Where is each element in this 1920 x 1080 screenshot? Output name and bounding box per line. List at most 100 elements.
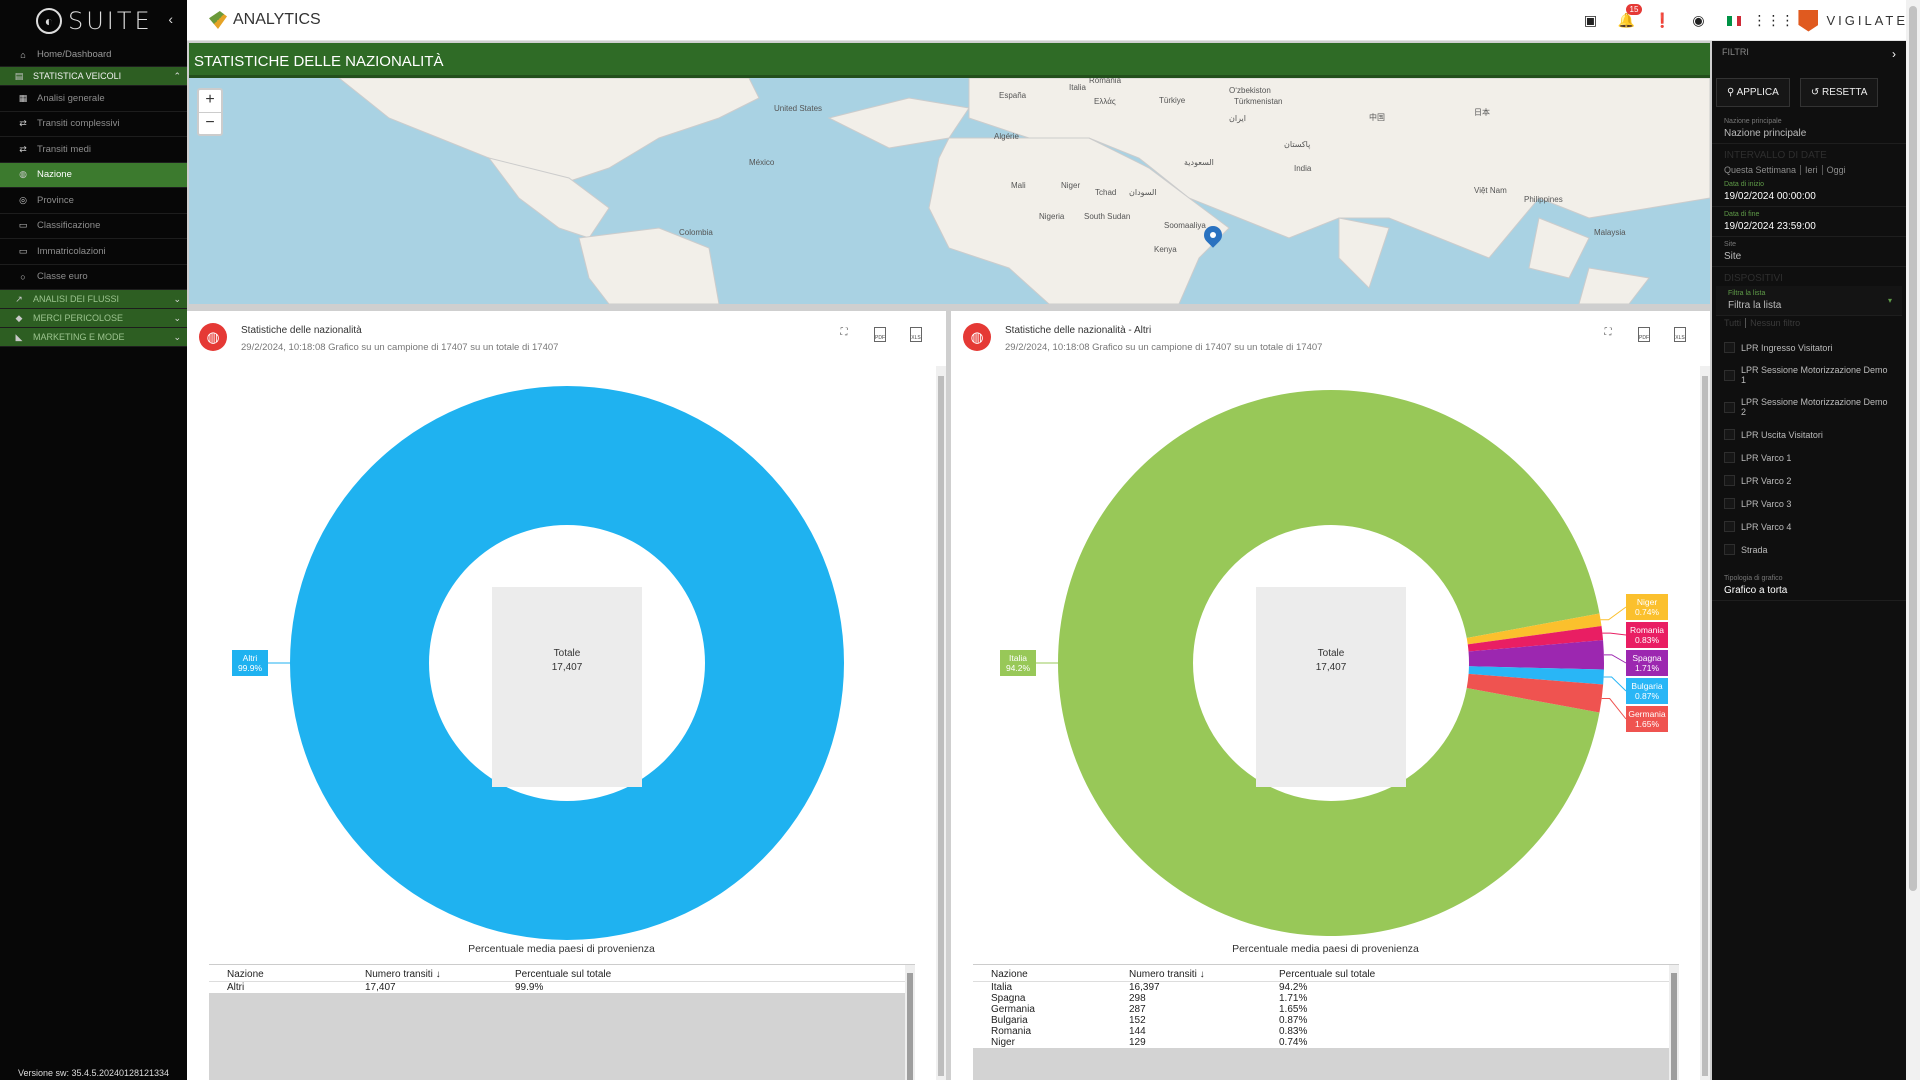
version-label: Versione sw: 35.4.5.20240128121334 xyxy=(17,1068,170,1078)
checkbox-icon[interactable] xyxy=(1724,521,1735,532)
column-header-numero[interactable]: Numero transiti ↓ xyxy=(365,969,515,980)
export-pdf-icon[interactable]: PDF xyxy=(862,327,898,342)
panel-scrollbar[interactable] xyxy=(936,366,946,1080)
quick-date-link[interactable]: Oggi xyxy=(1821,165,1846,175)
checkbox-icon[interactable] xyxy=(1724,342,1735,353)
export-pdf-icon[interactable]: PDF xyxy=(1626,327,1662,342)
zoom-in-button[interactable]: + xyxy=(205,91,215,108)
checkbox-icon[interactable] xyxy=(1724,498,1735,509)
chart-caption: Percentuale media paesi di provenienza xyxy=(1232,943,1419,955)
device-checkbox[interactable]: LPR Ingresso Visitatori xyxy=(1712,336,1906,359)
reset-button[interactable]: ↺ RESETTA xyxy=(1799,78,1879,107)
device-label: LPR Varco 2 xyxy=(1741,475,1792,486)
zoom-out-button[interactable]: − xyxy=(199,112,221,134)
checkbox-icon[interactable] xyxy=(1724,475,1735,486)
sidebar-item-nazione[interactable]: ◍ Nazione xyxy=(0,162,187,188)
select-all-link[interactable]: Tutti xyxy=(1724,318,1742,328)
apply-button[interactable]: ⚲ APPLICA xyxy=(1716,78,1790,107)
table-row[interactable]: Niger 129 0.74% xyxy=(973,1037,1679,1048)
chart-type-field[interactable]: Tipologia di grafico Grafico a torta xyxy=(1712,571,1906,601)
table-cell-nazione: Niger xyxy=(991,1037,1015,1048)
sidebar-item-immatricolazioni[interactable]: ▭ Immatricolazioni xyxy=(0,239,187,265)
alert-icon[interactable]: ❗ xyxy=(1653,12,1672,28)
donut-slice-spagna[interactable] xyxy=(1468,640,1604,670)
donut-slice-bulgaria[interactable] xyxy=(1468,666,1604,685)
page-scrollbar[interactable] xyxy=(1906,0,1920,1080)
device-checkbox[interactable]: LPR Varco 3 xyxy=(1712,492,1906,515)
checkbox-icon[interactable] xyxy=(1724,369,1735,381)
apply-label: APPLICA xyxy=(1736,87,1779,98)
app-title: ANALYTICS xyxy=(209,11,321,29)
column-header-percentuale[interactable]: Percentuale sul totale xyxy=(515,969,612,980)
export-xlsx-icon[interactable]: XLS xyxy=(1662,327,1698,342)
table-scrollbar[interactable] xyxy=(905,965,915,1080)
column-header-numero[interactable]: Numero transiti ↓ xyxy=(1129,969,1279,980)
clear-filter-link[interactable]: Nessun filtro xyxy=(1745,318,1800,328)
sidebar-section-merci[interactable]: ◆ MERCI PERICOLOSE ⌄ xyxy=(0,309,187,328)
briefcase-icon[interactable]: ▣ xyxy=(1583,12,1598,28)
apps-grid-icon[interactable]: ⋮⋮⋮ xyxy=(1752,12,1795,28)
donut-slice-niger[interactable] xyxy=(1466,613,1602,645)
collapse-sidebar-icon[interactable]: ‹ xyxy=(168,11,173,27)
start-date-field[interactable]: Data di inizio 19/02/2024 00:00:00 xyxy=(1712,177,1906,207)
device-checkbox[interactable]: LPR Varco 4 xyxy=(1712,515,1906,538)
column-header-nazione[interactable]: Nazione xyxy=(227,969,264,980)
table-row[interactable]: Romania 144 0.83% xyxy=(973,1026,1679,1037)
device-checkbox[interactable]: LPR Sessione Motorizzazione Demo 2 xyxy=(1712,391,1906,423)
device-checkbox[interactable]: LPR Varco 2 xyxy=(1712,469,1906,492)
table-row[interactable]: Bulgaria 152 0.87% xyxy=(973,1015,1679,1026)
checkbox-icon[interactable] xyxy=(1724,401,1735,413)
table-scrollbar[interactable] xyxy=(1669,965,1679,1080)
column-header-nazione[interactable]: Nazione xyxy=(991,969,1028,980)
checkbox-icon[interactable] xyxy=(1724,544,1735,555)
table-row[interactable]: Spagna 298 1.71% xyxy=(973,993,1679,1004)
slice-label-box xyxy=(1000,650,1036,676)
export-xlsx-icon[interactable]: XLS xyxy=(898,327,934,342)
sidebar-item-transiti-complessivi[interactable]: ⇄ Transiti complessivi xyxy=(0,112,187,137)
chevron-right-icon[interactable]: › xyxy=(1892,47,1896,61)
chevron-down-icon: ⌄ xyxy=(173,293,181,304)
device-filter-field[interactable]: Filtra la lista Filtra la lista ▾ xyxy=(1716,286,1902,316)
sidebar-section-veicoli[interactable]: ▤ STATISTICA VEICOLI ⌃ xyxy=(0,67,187,86)
table-cell-nazione: Romania xyxy=(991,1026,1032,1037)
sidebar-item-transiti-medi[interactable]: ⇄ Transiti medi xyxy=(0,137,187,163)
sidebar-section-marketing[interactable]: ◣ MARKETING E MODE ⌄ xyxy=(0,328,187,347)
fullscreen-icon[interactable]: ⛶ xyxy=(840,327,848,338)
end-date-field[interactable]: Data di fine 19/02/2024 23:59:00 xyxy=(1712,207,1906,237)
column-header-percentuale[interactable]: Percentuale sul totale xyxy=(1279,969,1376,980)
quick-date-link[interactable]: Questa Settimana xyxy=(1724,165,1797,175)
donut-slice-romania[interactable] xyxy=(1467,626,1604,652)
sidebar-item-province[interactable]: ◎ Province xyxy=(0,188,187,214)
user-account-icon[interactable]: ◉ xyxy=(1692,12,1705,28)
sidebar-item-home[interactable]: ⌂ Home/Dashboard xyxy=(0,43,187,67)
sidebar-item-classificazione[interactable]: ▭ Classificazione xyxy=(0,214,187,239)
map-place-label: Oʻzbekiston xyxy=(1229,86,1271,95)
table-row[interactable]: Germania 287 1.65% xyxy=(973,1004,1679,1015)
chart-panel-left: ◍ Statistiche delle nazionalità 29/2/202… xyxy=(187,311,946,1080)
table-row[interactable]: Italia 16,397 94.2% xyxy=(973,982,1679,993)
site-field[interactable]: Site Site xyxy=(1712,237,1906,267)
sidebar-item-analisi-generale[interactable]: ▦ Analisi generale xyxy=(0,86,187,112)
checkbox-icon[interactable] xyxy=(1724,429,1735,440)
table-row[interactable]: Altri 17,407 99.9% xyxy=(209,982,915,993)
device-checkbox[interactable]: LPR Sessione Motorizzazione Demo 1 xyxy=(1712,359,1906,391)
sidebar-section-flussi[interactable]: ↗ ANALISI DEI FLUSSI ⌄ xyxy=(0,290,187,309)
donut-slice-italia[interactable] xyxy=(1058,389,1600,936)
fullscreen-icon[interactable]: ⛶ xyxy=(1604,327,1612,338)
italy-flag-icon[interactable] xyxy=(1716,13,1752,29)
nazione-field[interactable]: Nazione principale Nazione principale xyxy=(1712,114,1906,144)
brand-logo: VIGILATE xyxy=(1798,9,1908,32)
donut-slice-altri[interactable] xyxy=(290,386,844,940)
slice-percentage: 1.71% xyxy=(1635,663,1660,673)
world-map[interactable]: + − United States México Colombia España Ita… xyxy=(189,78,1710,304)
device-checkbox[interactable]: LPR Uscita Visitatori xyxy=(1712,423,1906,446)
notification-bell-icon[interactable]: 🔔 15 xyxy=(1608,4,1644,29)
quick-date-link[interactable]: Ieri xyxy=(1800,165,1818,175)
device-checkbox[interactable]: Strada xyxy=(1712,538,1906,561)
checkbox-icon[interactable] xyxy=(1724,452,1735,463)
sidebar-item-classe-euro[interactable]: ○ Classe euro xyxy=(0,265,187,290)
device-checkbox[interactable]: LPR Varco 1 xyxy=(1712,446,1906,469)
donut-slice-germania[interactable] xyxy=(1466,673,1604,713)
panel-scrollbar[interactable] xyxy=(1700,366,1710,1080)
